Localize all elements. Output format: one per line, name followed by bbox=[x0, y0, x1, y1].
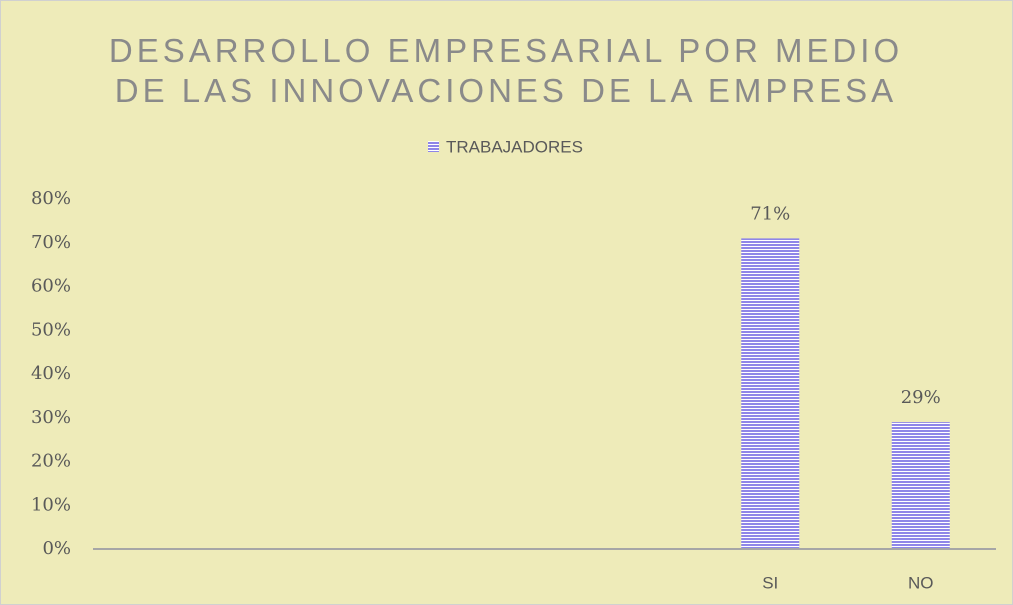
y-tick-label: 20% bbox=[31, 451, 71, 472]
legend-label: TRABAJADORES bbox=[446, 137, 583, 156]
bar bbox=[891, 422, 950, 549]
y-tick-label: 40% bbox=[31, 363, 71, 384]
data-label: 29% bbox=[901, 387, 941, 408]
y-tick-label: 30% bbox=[31, 407, 71, 428]
y-tick-label: 70% bbox=[31, 232, 71, 253]
y-tick-label: 10% bbox=[31, 494, 71, 515]
x-tick-label: SI bbox=[762, 573, 778, 592]
y-tick-label: 0% bbox=[42, 538, 71, 559]
data-label: 71% bbox=[750, 203, 790, 224]
legend-swatch bbox=[428, 141, 439, 152]
y-tick-label: 50% bbox=[31, 319, 71, 340]
chart-title-box: DESARROLLO EMPRESARIAL POR MEDIO DE LAS … bbox=[61, 31, 951, 111]
chart-title: DESARROLLO EMPRESARIAL POR MEDIO DE LAS … bbox=[108, 32, 904, 109]
y-tick-label: 80% bbox=[31, 188, 71, 209]
y-tick-label: 60% bbox=[31, 276, 71, 297]
x-tick-label: NO bbox=[908, 573, 934, 592]
bar bbox=[741, 238, 800, 549]
